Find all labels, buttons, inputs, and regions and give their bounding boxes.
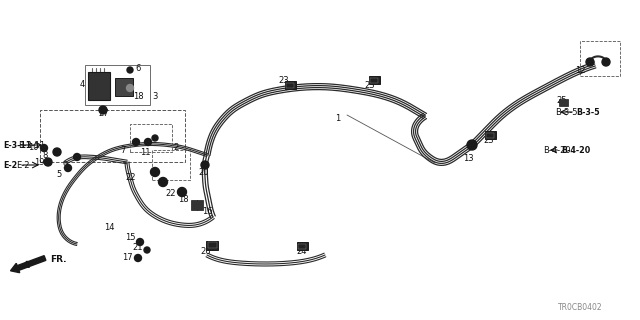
Text: 16: 16: [202, 207, 212, 217]
Bar: [370, 77, 378, 83]
Text: E-3-11: E-3-11: [3, 140, 31, 149]
Circle shape: [150, 167, 159, 177]
Circle shape: [40, 145, 47, 151]
Text: 18: 18: [133, 92, 143, 100]
Text: 19: 19: [34, 157, 45, 166]
Circle shape: [53, 148, 61, 156]
Text: 23: 23: [483, 135, 493, 145]
Circle shape: [152, 135, 158, 141]
Bar: [85, 65, 150, 105]
Circle shape: [127, 84, 134, 92]
Text: 5: 5: [56, 170, 61, 179]
Bar: [580, 41, 620, 76]
Text: 21: 21: [132, 244, 143, 252]
Text: 17: 17: [122, 252, 132, 261]
Text: 22: 22: [165, 189, 175, 198]
Bar: [130, 124, 172, 152]
Circle shape: [136, 238, 143, 245]
Text: 15: 15: [125, 234, 136, 243]
Circle shape: [74, 154, 81, 161]
Text: 13: 13: [463, 154, 474, 163]
Bar: [152, 150, 190, 180]
Text: 8: 8: [42, 150, 47, 159]
Bar: [286, 83, 294, 87]
Bar: [191, 200, 203, 210]
Text: 23: 23: [278, 76, 289, 84]
Text: TR0CB0402: TR0CB0402: [558, 303, 603, 313]
Circle shape: [467, 140, 477, 150]
Text: FR.: FR.: [50, 255, 67, 265]
Text: 1: 1: [335, 114, 340, 123]
Circle shape: [586, 58, 594, 66]
Circle shape: [145, 139, 152, 146]
Text: 12: 12: [575, 66, 586, 75]
Circle shape: [132, 139, 140, 146]
Text: B-3-5: B-3-5: [576, 108, 600, 116]
Text: 4: 4: [80, 79, 85, 89]
Text: 23: 23: [364, 81, 374, 90]
Bar: [559, 99, 568, 106]
Text: 6: 6: [135, 63, 140, 73]
Text: 2: 2: [173, 142, 179, 151]
Bar: [484, 131, 495, 139]
Circle shape: [201, 161, 209, 169]
Text: 27: 27: [98, 108, 109, 117]
Bar: [298, 244, 306, 249]
Circle shape: [144, 247, 150, 253]
Text: B-4-20: B-4-20: [543, 146, 571, 155]
Bar: [486, 132, 494, 138]
Bar: [369, 76, 380, 84]
FancyArrow shape: [10, 256, 46, 273]
Bar: [206, 241, 218, 250]
Bar: [285, 81, 296, 89]
Circle shape: [159, 178, 168, 187]
Circle shape: [65, 164, 72, 172]
Text: 7: 7: [120, 146, 125, 155]
Text: E-3-11: E-3-11: [18, 140, 45, 149]
Text: E-2: E-2: [3, 161, 17, 170]
Circle shape: [99, 106, 107, 114]
Text: 3: 3: [152, 92, 157, 100]
Bar: [40, 110, 185, 162]
Circle shape: [134, 254, 141, 261]
Text: 26: 26: [200, 247, 211, 257]
Bar: [88, 72, 110, 100]
Circle shape: [127, 67, 133, 73]
Bar: [115, 78, 133, 96]
Text: 14: 14: [104, 223, 115, 233]
Text: 11: 11: [140, 148, 150, 156]
Text: B-3-5: B-3-5: [555, 108, 577, 116]
Text: 18: 18: [178, 195, 189, 204]
Circle shape: [177, 188, 186, 196]
Text: E-2: E-2: [16, 161, 29, 170]
Text: 25: 25: [556, 95, 566, 105]
Text: 9: 9: [62, 161, 67, 170]
Bar: [296, 242, 307, 250]
Circle shape: [602, 58, 610, 66]
Bar: [207, 242, 216, 248]
Text: B-4-20: B-4-20: [561, 146, 590, 155]
Text: 24: 24: [296, 247, 307, 257]
Text: 22: 22: [125, 172, 136, 181]
Text: 20: 20: [198, 167, 209, 177]
Circle shape: [44, 158, 52, 166]
Text: 10: 10: [28, 142, 38, 151]
